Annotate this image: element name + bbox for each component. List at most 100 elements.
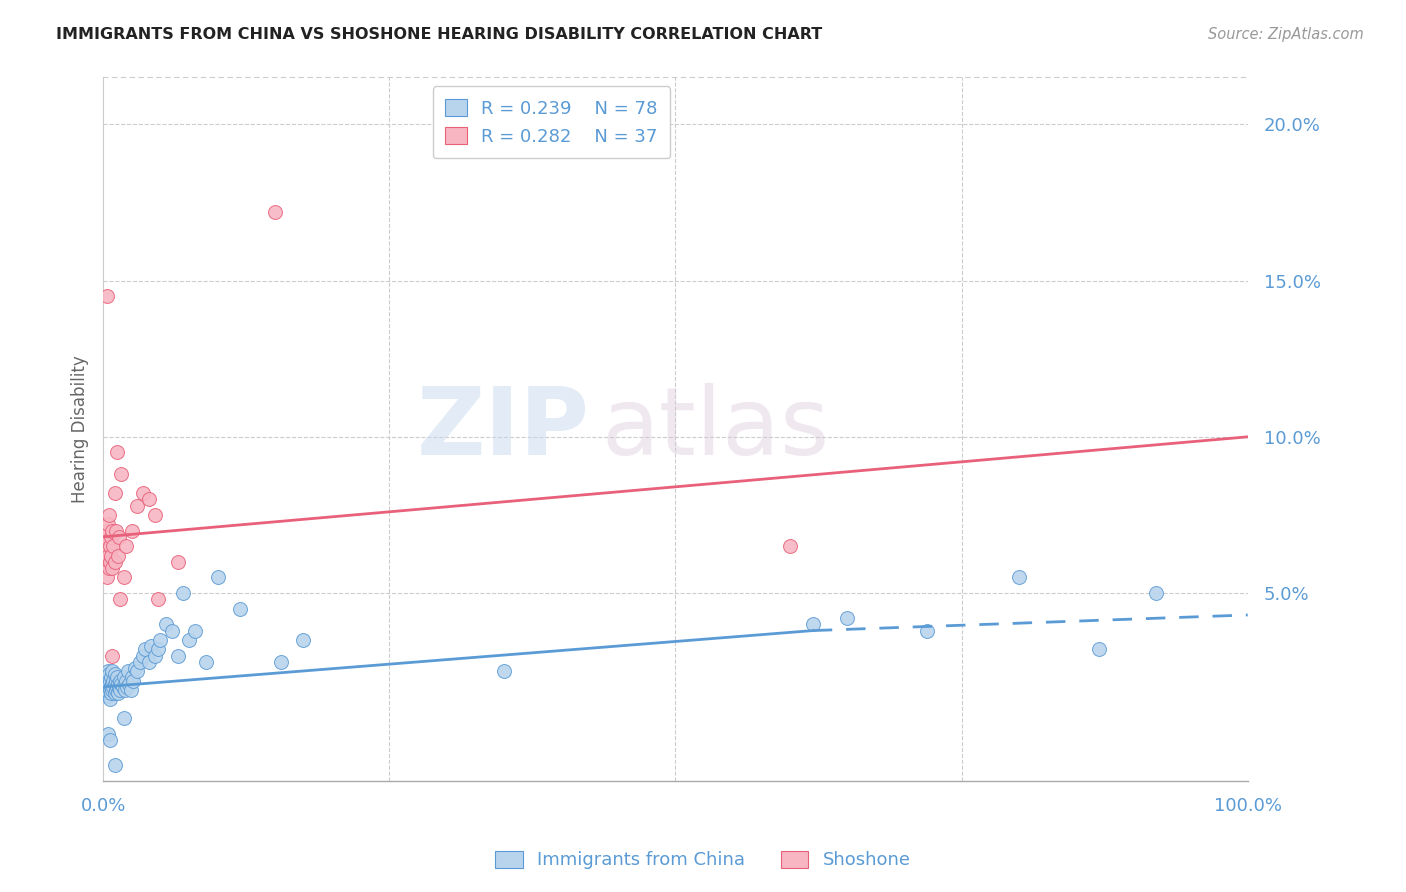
Point [183,624,205,638]
Point [115,673,138,688]
Point [101,664,124,678]
Point [1008,570,1031,584]
Point [98,692,121,706]
Point [270,655,292,669]
Point [97,686,120,700]
Point [121,524,143,538]
Point [103,680,125,694]
Point [132,486,155,500]
Point [292,632,315,647]
Point [118,676,141,690]
Point [492,664,515,678]
Point [100,680,122,694]
Point [110,682,132,697]
Point [101,682,124,697]
Point [105,445,128,459]
Point [96,570,118,584]
Point [103,486,125,500]
Point [801,617,824,632]
Point [101,648,124,663]
Point [177,632,200,647]
Point [97,664,120,678]
Point [124,661,146,675]
Point [93,680,115,694]
Legend: Immigrants from China, Shoshone: Immigrants from China, Shoshone [486,842,920,879]
Point [98,539,121,553]
Text: Source: ZipAtlas.com: Source: ZipAtlas.com [1208,27,1364,42]
Point [110,676,132,690]
Point [97,561,120,575]
Point [115,680,138,694]
Point [103,686,125,700]
Text: atlas: atlas [600,383,830,475]
Point [146,592,169,607]
Point [97,517,120,532]
Point [1088,642,1111,657]
Point [96,289,118,303]
Point [166,555,188,569]
Point [103,676,125,690]
Point [97,690,120,704]
Point [97,727,120,741]
Point [121,670,143,684]
Point [110,467,132,482]
Point [101,524,124,538]
Point [101,676,124,690]
Point [166,648,188,663]
Point [104,682,127,697]
Point [110,592,132,607]
Point [172,586,194,600]
Point [97,667,120,681]
Point [103,539,125,553]
Point [114,682,136,697]
Point [97,549,120,563]
Point [97,508,120,522]
Point [146,642,169,657]
Point [104,673,127,688]
Point [127,499,149,513]
Point [103,758,125,772]
Point [110,673,132,688]
Point [96,670,118,684]
Point [195,655,218,669]
Point [115,539,138,553]
Point [98,673,121,688]
Point [98,555,121,569]
Point [149,632,172,647]
Point [98,733,121,747]
Point [155,617,177,632]
Point [108,530,131,544]
Point [100,670,122,684]
Point [105,680,128,694]
Point [117,664,139,678]
Point [127,664,149,678]
Point [101,561,124,575]
Point [103,673,125,688]
Point [103,667,125,681]
Point [143,648,166,663]
Point [111,680,134,694]
Point [915,624,938,638]
Point [104,524,127,538]
Text: ZIP: ZIP [416,383,589,475]
Point [103,555,125,569]
Point [105,670,128,684]
Point [107,549,129,563]
Point [96,524,118,538]
Point [98,682,121,697]
Point [107,676,129,690]
Point [1144,586,1167,600]
Point [97,676,120,690]
Point [94,555,117,569]
Point [112,670,135,684]
Text: IMMIGRANTS FROM CHINA VS SHOSHONE HEARING DISABILITY CORRELATION CHART: IMMIGRANTS FROM CHINA VS SHOSHONE HEARIN… [56,27,823,42]
Point [96,682,118,697]
Point [128,655,150,669]
Y-axis label: Hearing Disability: Hearing Disability [72,355,89,503]
Point [120,682,142,697]
Point [100,686,122,700]
Point [94,530,117,544]
Point [96,676,118,690]
Point [779,539,801,553]
Point [112,570,135,584]
